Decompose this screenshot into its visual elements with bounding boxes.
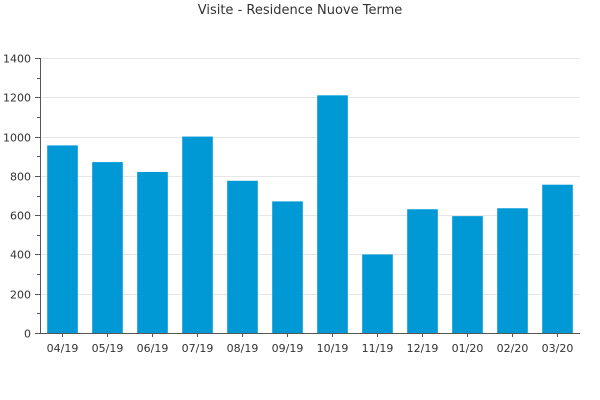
bar: [452, 216, 483, 334]
tick-labels: 0 200 400 600 800 1000 1200 1400 04/19 05/19 06/19…: [3, 53, 573, 356]
x-tick-label: 02/20: [497, 342, 529, 355]
x-tick-label: 10/19: [317, 342, 349, 355]
bar: [497, 208, 528, 333]
bar: [227, 180, 258, 333]
x-tick-label: 04/19: [47, 342, 79, 355]
x-tick-label: 05/19: [92, 342, 124, 355]
bar: [92, 162, 123, 333]
y-tick-label: 0: [24, 328, 31, 341]
bar: [317, 95, 348, 333]
x-tick-label: 12/19: [407, 342, 439, 355]
x-tick-label: 09/19: [272, 342, 304, 355]
chart-title: Visite - Residence Nuove Terme: [197, 3, 403, 18]
bar: [542, 184, 573, 333]
x-tick-label: 03/20: [542, 342, 574, 355]
y-tick-label: 1400: [3, 53, 31, 66]
y-tick-label: 400: [10, 249, 31, 262]
bar: [407, 209, 438, 333]
bar: [137, 171, 168, 333]
axes: [35, 58, 580, 337]
x-tick-label: 01/20: [452, 342, 484, 355]
x-tick-label: 08/19: [227, 342, 259, 355]
y-tick-label: 200: [10, 289, 31, 302]
y-tick-label: 800: [10, 171, 31, 184]
bar: [272, 201, 303, 333]
x-tick-label: 11/19: [362, 342, 394, 355]
x-tick-label: 07/19: [182, 342, 214, 355]
x-tick-label: 06/19: [137, 342, 169, 355]
y-tick-label: 1000: [3, 132, 31, 145]
bars: [47, 95, 573, 334]
y-tick-label: 1200: [3, 92, 31, 105]
bar: [47, 145, 78, 333]
bar: [182, 136, 213, 333]
gridlines: [40, 58, 580, 295]
y-tick-label: 600: [10, 210, 31, 223]
bar: [362, 254, 393, 333]
